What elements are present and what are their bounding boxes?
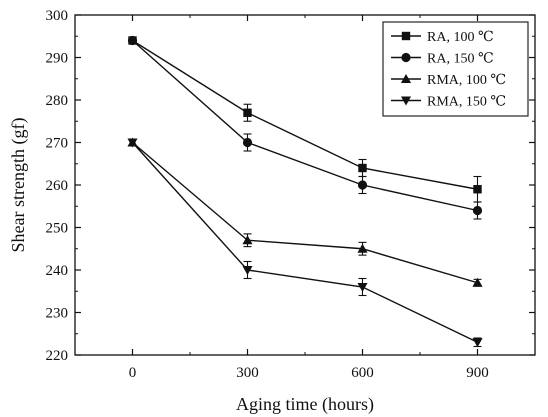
x-tick-label: 600 (351, 365, 374, 381)
y-tick-label: 230 (46, 306, 69, 322)
y-tick-label: 280 (46, 93, 69, 109)
data-point (358, 163, 367, 173)
data-point (472, 205, 483, 216)
x-tick-label: 0 (129, 365, 137, 381)
legend-label: RMA, 150 ℃ (427, 95, 506, 110)
axis-ticks: 0 300 600 900 220 230 240 250 260 270 280 290 300 (46, 8, 535, 381)
data-point (357, 180, 368, 190)
legend-marker (400, 73, 412, 84)
series-line (132, 39, 478, 190)
legend-marker (400, 96, 412, 106)
data-point (242, 235, 253, 245)
data-point (127, 35, 138, 46)
y-tick-label: 290 (46, 51, 69, 67)
y-axis-title: Shear strength (gf) (8, 118, 29, 253)
data-point (357, 243, 368, 253)
data-point (242, 265, 253, 276)
y-tick-label: 260 (46, 178, 69, 194)
series-layer (127, 35, 483, 348)
y-tick-label: 220 (46, 348, 69, 364)
legend-item: RMA, 100 ℃ (391, 73, 506, 88)
y-tick-label: 270 (46, 136, 69, 152)
legend-item: RMA, 150 ℃ (391, 95, 506, 110)
data-point (472, 338, 483, 348)
series-line (132, 39, 478, 212)
x-tick-label: 300 (236, 365, 259, 381)
series-line (132, 141, 478, 284)
data-point (243, 108, 252, 117)
legend-marker (401, 31, 411, 41)
legend-item: RA, 150 ℃ (391, 52, 494, 67)
data-point (357, 282, 368, 293)
series-3 (127, 137, 483, 287)
data-point (127, 138, 138, 148)
series-line (131, 142, 478, 343)
y-tick-label: 250 (46, 221, 69, 237)
data-point (472, 277, 483, 287)
legend-label: RA, 100 ℃ (427, 30, 494, 45)
legend-marker (401, 52, 411, 63)
legend-label: RA, 150 ℃ (427, 52, 494, 67)
legend-item: RA, 100 ℃ (391, 30, 494, 45)
series-2 (127, 35, 483, 220)
y-tick-label: 240 (46, 263, 69, 279)
legend-label: RMA, 100 ℃ (427, 73, 506, 88)
data-point (473, 185, 482, 194)
series-4 (127, 138, 483, 348)
data-point (242, 137, 253, 148)
x-tick-label: 900 (466, 365, 489, 381)
legend: RA, 100 ℃ RA, 150 ℃ RMA, 100 ℃ RMA, 150 ℃ (382, 21, 529, 117)
x-axis-title: Aging time (hours) (236, 394, 374, 415)
y-tick-label: 300 (46, 8, 69, 24)
